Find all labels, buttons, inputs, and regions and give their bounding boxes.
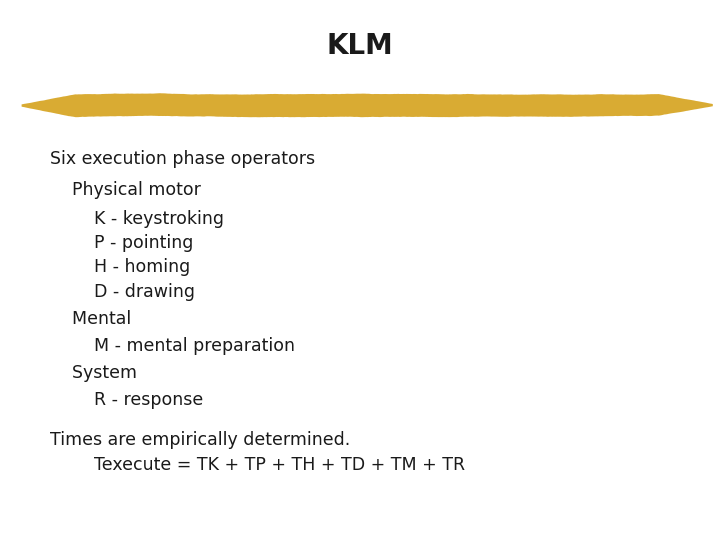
Text: M - mental preparation: M - mental preparation: [50, 336, 295, 355]
Text: P - pointing: P - pointing: [50, 234, 194, 252]
Text: Mental: Mental: [50, 309, 132, 328]
Text: Six execution phase operators: Six execution phase operators: [50, 150, 315, 168]
Text: K - keystroking: K - keystroking: [50, 210, 225, 228]
Text: R - response: R - response: [50, 390, 204, 409]
Text: Physical motor: Physical motor: [50, 181, 202, 199]
Text: System: System: [50, 363, 138, 382]
Text: KLM: KLM: [327, 32, 393, 60]
Polygon shape: [22, 93, 713, 117]
Text: D - drawing: D - drawing: [50, 282, 195, 301]
Text: Texecute = TK + TP + TH + TD + TM + TR: Texecute = TK + TP + TH + TD + TM + TR: [50, 456, 466, 475]
Text: H - homing: H - homing: [50, 258, 191, 276]
Text: Times are empirically determined.: Times are empirically determined.: [50, 431, 351, 449]
